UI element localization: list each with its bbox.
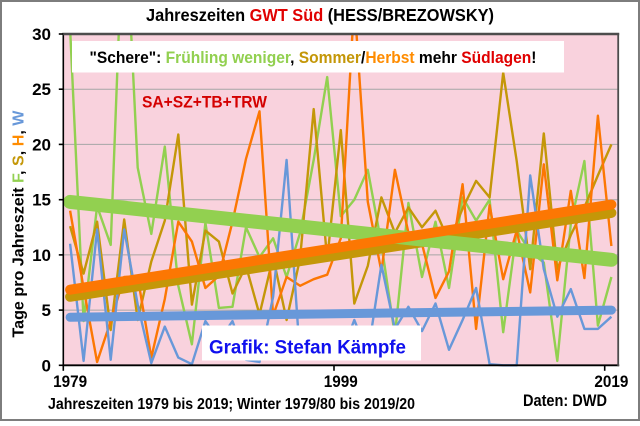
svg-text:Jahreszeiten GWT Süd (HESS/BRE: Jahreszeiten GWT Süd (HESS/BREZOWSKY) bbox=[146, 5, 494, 25]
svg-text:5: 5 bbox=[42, 301, 51, 320]
svg-text:Daten: DWD: Daten: DWD bbox=[523, 392, 607, 410]
svg-text:SA+SZ+TB+TRW: SA+SZ+TB+TRW bbox=[142, 94, 267, 112]
svg-text:15: 15 bbox=[32, 191, 51, 210]
svg-text:30: 30 bbox=[32, 25, 51, 44]
svg-text:0: 0 bbox=[42, 356, 51, 375]
svg-text:25: 25 bbox=[32, 80, 51, 99]
svg-text:Tage pro Jahreszeit F, S, H, W: Tage pro Jahreszeit F, S, H, W bbox=[11, 110, 28, 338]
svg-text:10: 10 bbox=[32, 246, 51, 265]
svg-text:Grafik: Stefan Kämpfe: Grafik: Stefan Kämpfe bbox=[209, 337, 406, 359]
svg-text:1999: 1999 bbox=[324, 372, 358, 391]
svg-text:Jahreszeiten 1979 bis 2019; Wi: Jahreszeiten 1979 bis 2019; Winter 1979/… bbox=[48, 396, 415, 413]
svg-text:"Schere": Frühling weniger, So: "Schere": Frühling weniger, Sommer/Herbs… bbox=[90, 48, 537, 67]
svg-text:1979: 1979 bbox=[53, 372, 87, 391]
svg-text:2019: 2019 bbox=[594, 372, 628, 391]
svg-text:20: 20 bbox=[32, 135, 51, 154]
